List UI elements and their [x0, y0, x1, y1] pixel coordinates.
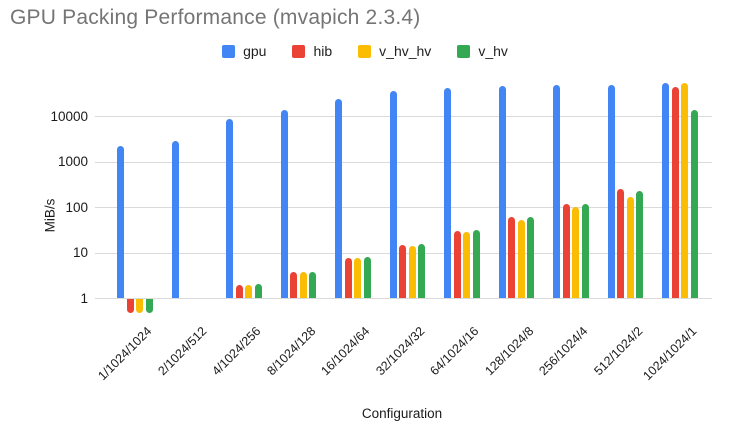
bar-gpu[interactable]: [117, 146, 125, 298]
x-tick-label: 8/1024/128: [264, 324, 319, 379]
bar-v_hv[interactable]: [527, 217, 535, 298]
bar-hib[interactable]: [453, 230, 461, 298]
x-axis-title: Configuration: [361, 406, 443, 421]
legend-item-v_hv_hv[interactable]: v_hv_hv: [358, 43, 431, 59]
bar-hib[interactable]: [508, 217, 516, 298]
legend-swatch-icon: [358, 44, 372, 58]
y-tick-label: 10: [72, 245, 88, 261]
bar-gpu[interactable]: [389, 91, 397, 298]
gridline: [95, 298, 712, 299]
legend-swatch-icon: [457, 44, 471, 58]
legend: gpu hib v_hv_hv v_hv: [0, 42, 730, 60]
y-tick-label: 1000: [57, 154, 88, 170]
bar-v_hv[interactable]: [418, 243, 426, 298]
bar-v_hv_hv[interactable]: [408, 245, 416, 298]
bar-v_hv_hv[interactable]: [299, 272, 307, 298]
bar-hib[interactable]: [617, 189, 625, 298]
bar-hib[interactable]: [562, 203, 570, 298]
bar-gpu[interactable]: [335, 99, 343, 298]
bar-gpu[interactable]: [662, 83, 670, 298]
bar-gpu[interactable]: [553, 84, 561, 298]
bar-v_hv[interactable]: [309, 271, 317, 298]
bar-v_hv[interactable]: [363, 257, 371, 298]
y-tick-label: 100: [65, 199, 88, 215]
bar-gpu[interactable]: [607, 85, 615, 298]
bar-gpu[interactable]: [171, 141, 179, 298]
bar-gpu[interactable]: [280, 110, 288, 298]
bar-v_hv_hv[interactable]: [517, 219, 525, 298]
gridline: [95, 116, 712, 118]
x-tick-label: 256/1024/4: [536, 324, 591, 379]
chart-title: GPU Packing Performance (mvapich 2.3.4): [10, 6, 421, 29]
x-tick-label: 512/1024/2: [591, 324, 646, 379]
bar-gpu[interactable]: [498, 85, 506, 298]
bar-v_hv_hv[interactable]: [245, 285, 253, 298]
legend-item-hib[interactable]: hib: [292, 43, 332, 59]
bar-hib[interactable]: [671, 87, 679, 298]
bar-gpu[interactable]: [226, 118, 234, 298]
legend-item-gpu[interactable]: gpu: [222, 43, 266, 59]
bar-v_hv_hv[interactable]: [354, 258, 362, 298]
x-tick-label: 1/1024/1024: [95, 324, 155, 384]
bar-hib[interactable]: [126, 299, 134, 313]
x-tick-label: 64/1024/16: [427, 324, 482, 379]
bar-hib[interactable]: [235, 285, 243, 298]
gridline: [95, 207, 712, 209]
x-tick-label: 16/1024/64: [318, 324, 373, 379]
bar-v_hv_hv[interactable]: [572, 207, 580, 298]
gridline: [95, 161, 712, 163]
bar-v_hv[interactable]: [254, 284, 262, 298]
legend-item-v_hv[interactable]: v_hv: [457, 43, 508, 59]
bar-v_hv[interactable]: [145, 299, 153, 313]
bar-v_hv_hv[interactable]: [463, 232, 471, 298]
x-tick-label: 32/1024/32: [373, 324, 428, 379]
bar-v_hv_hv[interactable]: [681, 82, 689, 298]
bar-gpu[interactable]: [444, 87, 452, 298]
legend-swatch-icon: [292, 44, 306, 58]
bar-hib[interactable]: [290, 272, 298, 298]
bar-v_hv_hv[interactable]: [136, 299, 144, 313]
legend-label: hib: [313, 43, 333, 59]
y-tick-label: 10000: [50, 108, 88, 124]
bar-v_hv[interactable]: [581, 203, 589, 298]
x-tick-label: 128/1024/8: [482, 324, 537, 379]
x-tick-label: 4/1024/256: [209, 324, 264, 379]
bar-v_hv[interactable]: [690, 110, 698, 298]
bar-hib[interactable]: [399, 244, 407, 298]
legend-label: v_hv: [478, 43, 508, 59]
legend-label: gpu: [243, 43, 267, 59]
bar-v_hv[interactable]: [636, 190, 644, 298]
legend-swatch-icon: [222, 44, 236, 58]
x-tick-label: 2/1024/512: [155, 324, 210, 379]
y-tick-label: 1: [80, 290, 88, 306]
legend-label: v_hv_hv: [379, 43, 432, 59]
bar-hib[interactable]: [344, 258, 352, 298]
bar-v_hv[interactable]: [472, 230, 480, 298]
bar-v_hv_hv[interactable]: [626, 197, 634, 298]
x-tick-label: 1024/1024/1: [640, 324, 700, 384]
